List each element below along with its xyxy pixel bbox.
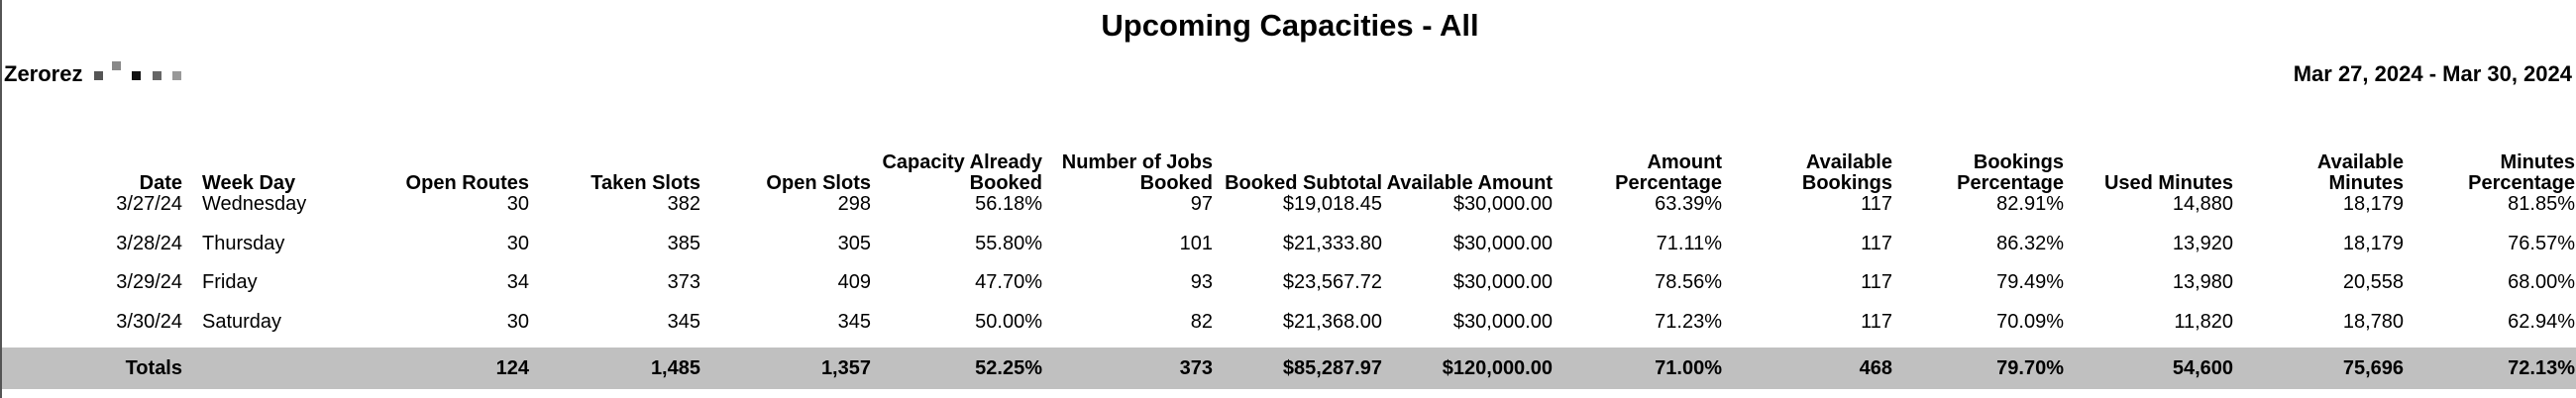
table-cell: 117 — [1861, 271, 1892, 294]
table-cell: $30,000.00 — [1452, 193, 1553, 215]
logo-square — [153, 71, 161, 80]
table-cell: 13,920 — [2172, 232, 2233, 254]
table-cell: 82.91% — [1996, 193, 2064, 215]
report-title: Upcoming Capacities - All — [1101, 8, 1479, 43]
table-cell: 305 — [837, 232, 871, 254]
table-cell: 13,980 — [2172, 271, 2233, 294]
column-header: Bookings Percentage — [1957, 151, 2064, 194]
totals-cell: 468 — [1859, 357, 1892, 379]
column-header: Minutes Percentage — [2468, 151, 2575, 194]
column-header: Open Routes — [405, 172, 529, 194]
column-header: Number of Jobs Booked — [1061, 151, 1213, 194]
totals-cell: 79.70% — [1996, 357, 2064, 379]
table-cell: $30,000.00 — [1452, 232, 1553, 254]
table-cell: 30 — [506, 232, 529, 254]
table-cell: 18,780 — [2342, 311, 2404, 334]
table-cell: 71.11% — [1656, 232, 1722, 254]
table-cell: 3/30/24 — [116, 311, 182, 334]
column-header: Date — [139, 172, 182, 194]
totals-band — [2, 348, 2576, 389]
table-cell: 97 — [1190, 193, 1213, 215]
logo-square — [112, 61, 121, 70]
table-cell: 18,179 — [2342, 232, 2404, 254]
table-cell: 117 — [1861, 232, 1892, 254]
totals-cell: 54,600 — [2172, 357, 2233, 379]
column-header: Capacity Already Booked — [882, 151, 1042, 194]
table-cell: 101 — [1179, 232, 1213, 254]
table-cell: 71.23% — [1655, 311, 1722, 334]
table-cell: Saturday — [202, 311, 282, 334]
table-cell: 55.80% — [975, 232, 1042, 254]
table-cell: 93 — [1190, 271, 1213, 294]
totals-cell: 72.13% — [2508, 357, 2575, 379]
column-header: Available Amount — [1386, 172, 1553, 194]
table-cell: 117 — [1861, 193, 1892, 215]
table-cell: 70.09% — [1996, 311, 2064, 334]
table-cell: 50.00% — [975, 311, 1042, 334]
table-cell: 30 — [506, 193, 529, 215]
totals-cell: $120,000.00 — [1442, 357, 1553, 379]
table-cell: 20,558 — [2342, 271, 2404, 294]
column-header: Amount Percentage — [1615, 151, 1722, 194]
date-range: Mar 27, 2024 - Mar 30, 2024 — [2293, 61, 2572, 86]
table-cell: 14,880 — [2172, 193, 2233, 215]
totals-cell: 71.00% — [1655, 357, 1722, 379]
totals-label: Totals — [125, 357, 182, 379]
logo-square — [172, 71, 181, 80]
logo-square — [132, 71, 141, 80]
column-header: Taken Slots — [590, 172, 700, 194]
column-header: Used Minutes — [2103, 172, 2233, 194]
table-cell: 68.00% — [2508, 271, 2575, 294]
table-cell: 79.49% — [1996, 271, 2064, 294]
table-cell: 345 — [837, 311, 871, 334]
table-cell: 76.57% — [2508, 232, 2575, 254]
table-cell: 3/27/24 — [116, 193, 182, 215]
table-cell: 382 — [667, 193, 700, 215]
totals-cell: 52.25% — [975, 357, 1042, 379]
totals-cell: 1,485 — [650, 357, 700, 379]
table-cell: 373 — [667, 271, 700, 294]
column-header: Available Minutes — [2316, 151, 2404, 194]
table-cell: 409 — [837, 271, 871, 294]
table-cell: 30 — [506, 311, 529, 334]
table-cell: 62.94% — [2508, 311, 2575, 334]
table-cell: $21,333.80 — [1282, 232, 1382, 254]
table-cell: 3/28/24 — [116, 232, 182, 254]
table-cell: 385 — [667, 232, 700, 254]
table-cell: 117 — [1861, 311, 1892, 334]
table-cell: 11,820 — [2174, 311, 2233, 334]
table-cell: 298 — [837, 193, 871, 215]
table-cell: 86.32% — [1996, 232, 2064, 254]
column-header: Open Slots — [766, 172, 871, 194]
column-header: Booked Subtotal — [1225, 172, 1382, 194]
column-header: Available Bookings — [1801, 151, 1892, 194]
logo-square — [94, 71, 103, 80]
table-cell: 3/29/24 — [116, 271, 182, 294]
table-cell: 63.39% — [1655, 193, 1722, 215]
table-cell: 47.70% — [975, 271, 1042, 294]
table-cell: $30,000.00 — [1452, 271, 1553, 294]
totals-cell: 1,357 — [820, 357, 871, 379]
table-cell: $23,567.72 — [1282, 271, 1382, 294]
totals-cell: 75,696 — [2342, 357, 2404, 379]
table-cell: 56.18% — [975, 193, 1042, 215]
table-cell: 82 — [1190, 311, 1213, 334]
table-cell: 345 — [667, 311, 700, 334]
table-cell: 34 — [506, 271, 529, 294]
table-cell: 78.56% — [1655, 271, 1722, 294]
table-cell: $19,018.45 — [1282, 193, 1382, 215]
table-cell: $21,368.00 — [1282, 311, 1382, 334]
table-cell: Friday — [202, 271, 258, 294]
table-cell: $30,000.00 — [1452, 311, 1553, 334]
table-cell: Thursday — [202, 232, 285, 254]
table-cell: Wednesday — [202, 193, 307, 215]
totals-cell: 373 — [1179, 357, 1213, 379]
column-header: Week Day — [202, 172, 296, 194]
totals-cell: $85,287.97 — [1282, 357, 1382, 379]
company-name: Zerorez — [4, 61, 83, 86]
totals-cell: 124 — [495, 357, 529, 379]
table-cell: 18,179 — [2342, 193, 2404, 215]
table-cell: 81.85% — [2508, 193, 2575, 215]
